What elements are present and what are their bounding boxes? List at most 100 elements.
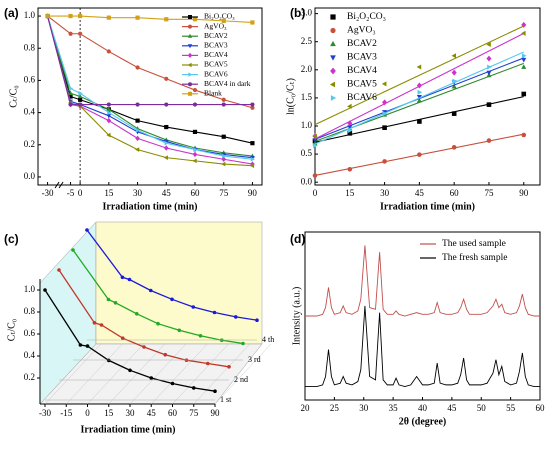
- marker: [164, 102, 169, 107]
- legend-marker: [188, 72, 193, 77]
- marker: [78, 31, 83, 36]
- panel-label: (c): [4, 232, 19, 246]
- y-tick-label: 2.0: [301, 64, 313, 74]
- marker: [451, 111, 457, 116]
- marker: [382, 125, 387, 130]
- marker: [416, 82, 422, 89]
- back-wall: [95, 221, 263, 345]
- x-tick-label: 20: [301, 403, 311, 413]
- x-axis-title: Irradiation time (min): [103, 201, 198, 212]
- marker: [451, 53, 457, 59]
- marker: [521, 57, 527, 63]
- marker: [68, 31, 73, 36]
- grid-line: [66, 343, 123, 405]
- marker: [486, 55, 492, 62]
- marker: [486, 70, 492, 76]
- marker: [416, 64, 422, 70]
- marker: [451, 69, 457, 76]
- x-tick-label: 30: [380, 188, 390, 198]
- marker: [192, 158, 197, 164]
- marker: [416, 97, 422, 103]
- marker: [68, 86, 74, 91]
- x-tick-label: 45: [447, 403, 457, 413]
- marker: [107, 110, 112, 115]
- marker: [313, 143, 318, 149]
- y-tick-label: 0.8: [24, 306, 36, 316]
- x-tick-label: 15: [104, 408, 114, 418]
- x-tick-label: 30: [359, 403, 369, 413]
- y-axis-title: ln(C₀/Cₜ): [285, 78, 296, 115]
- x-tick-label: 75: [484, 188, 494, 198]
- marker: [416, 94, 422, 100]
- marker: [486, 41, 491, 48]
- y-tick-label: 0.5: [301, 148, 313, 158]
- legend-marker: [188, 24, 192, 29]
- series-label: 4 th: [262, 335, 274, 344]
- x-tick-label: -30: [42, 188, 54, 198]
- panel-label: (a): [4, 6, 19, 20]
- marker: [106, 106, 112, 112]
- legend-marker: [187, 52, 193, 58]
- legend-label: AgVO₃: [347, 26, 376, 36]
- marker: [163, 155, 168, 160]
- marker: [191, 305, 196, 309]
- x-tick-label: 60: [536, 403, 546, 413]
- marker: [521, 53, 527, 59]
- legend-label: The fresh sample: [442, 252, 507, 263]
- plot-frame: [314, 7, 541, 186]
- marker: [78, 102, 83, 107]
- x-axis-title: 2θ (degree): [399, 416, 447, 427]
- marker: [451, 145, 457, 150]
- marker: [221, 134, 226, 139]
- marker: [85, 228, 89, 232]
- y-tick-label: 0.0: [24, 171, 36, 181]
- marker: [347, 166, 353, 172]
- x-tick-label: 45: [162, 188, 172, 198]
- legend-marker: [330, 55, 336, 61]
- marker: [170, 297, 174, 302]
- marker: [177, 328, 182, 333]
- marker: [521, 30, 526, 36]
- legend-marker: [188, 15, 192, 19]
- x-tick-label: 90: [519, 188, 529, 198]
- legend-label: BCAV3: [204, 41, 228, 50]
- x-axis-title: Irradiation time (min): [81, 424, 176, 435]
- marker: [191, 386, 196, 390]
- y-axis-title: Cₜ/C₀: [6, 318, 17, 341]
- marker: [135, 65, 140, 70]
- grid-line: [193, 343, 250, 405]
- marker: [221, 18, 226, 23]
- x-tick-label: 40: [418, 403, 428, 413]
- series-line: [305, 245, 540, 317]
- marker: [78, 97, 83, 102]
- y-tick-label: 0.2: [24, 139, 35, 149]
- marker: [45, 13, 50, 19]
- marker: [142, 345, 146, 349]
- marker: [113, 301, 118, 305]
- panel-label: (b): [290, 6, 305, 20]
- grid-line: [108, 343, 165, 405]
- marker: [486, 138, 492, 143]
- marker: [192, 17, 198, 22]
- legend-marker: [187, 33, 193, 38]
- y-tick-label: 0.6: [24, 74, 36, 84]
- legend-label: BCAV6: [204, 69, 228, 78]
- series-label: 1 st: [220, 395, 232, 404]
- marker: [78, 90, 83, 96]
- x-tick-label: 30: [126, 408, 136, 418]
- marker: [192, 151, 198, 158]
- legend-marker: [188, 91, 192, 96]
- panel-label: (d): [290, 232, 305, 246]
- legend-label: BCAV5: [204, 60, 228, 69]
- legend-label: BCAV4: [347, 66, 377, 76]
- marker: [227, 365, 231, 369]
- marker: [106, 297, 111, 302]
- plot-frame: [37, 7, 263, 186]
- grid-line: [214, 343, 272, 405]
- marker: [57, 268, 61, 272]
- legend-label: BCAV5: [347, 80, 377, 90]
- marker: [68, 102, 73, 107]
- x-tick-label: 60: [450, 188, 460, 198]
- marker: [106, 132, 111, 138]
- marker: [78, 13, 83, 19]
